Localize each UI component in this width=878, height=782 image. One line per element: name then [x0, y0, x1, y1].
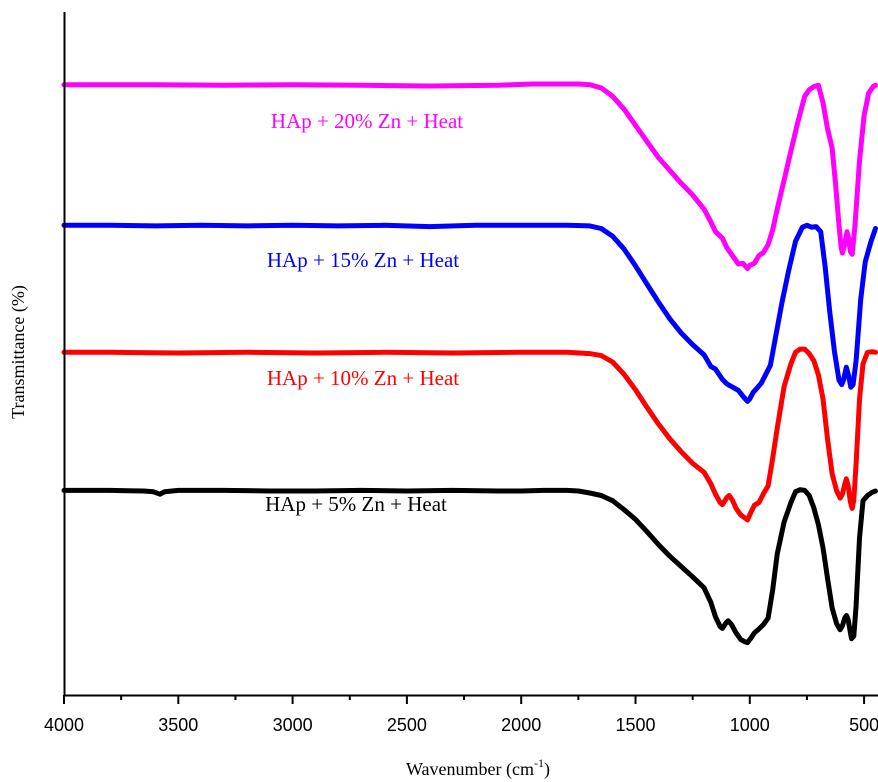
series-line-1 [61, 81, 878, 271]
x-axis-title: Wavenumber (cm-1) [406, 756, 550, 780]
x-tick-label: 1500 [615, 715, 655, 735]
x-axis-title-main: Wavenumber (cm [406, 759, 534, 780]
series-label-2: HAp + 15% Zn + Heat [267, 248, 459, 272]
series-labels: HAp + 20% Zn + Heat HAp + 15% Zn + Heat HA… [265, 109, 463, 516]
x-axis-title-superscript: -1 [534, 756, 544, 770]
x-axis-title-suffix: ) [544, 759, 550, 780]
x-tick-label: 2500 [387, 715, 427, 735]
series-label-3: HAp + 10% Zn + Heat [267, 366, 459, 390]
x-tick-label: 500 [849, 715, 878, 735]
x-tick-label: 3000 [273, 715, 313, 735]
y-axis-title: Transmittance (%) [8, 285, 29, 419]
x-tick-label: 2000 [501, 715, 541, 735]
series-line-2 [61, 222, 878, 404]
series-line-3 [61, 346, 878, 523]
x-tick-label: 1000 [730, 715, 770, 735]
series-label-4: HAp + 5% Zn + Heat [265, 492, 447, 516]
x-axis-ticks: 4000 3500 3000 2500 2000 1500 1000 500 [44, 695, 878, 735]
x-tick-label: 3500 [158, 715, 198, 735]
series-label-1: HAp + 20% Zn + Heat [271, 109, 463, 133]
plot-series-group [61, 81, 878, 646]
x-tick-label: 4000 [44, 715, 84, 735]
series-line-4 [61, 487, 878, 646]
